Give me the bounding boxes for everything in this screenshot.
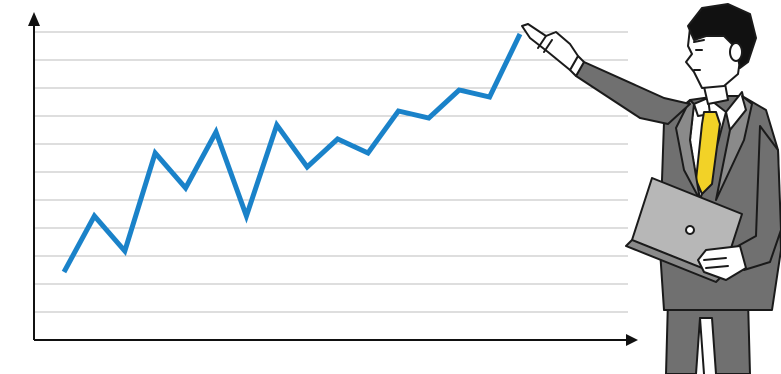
- laptop-logo-icon: [685, 225, 695, 235]
- left-hand: [697, 245, 747, 281]
- x-axis-arrow-icon: [626, 334, 638, 346]
- ear: [729, 42, 743, 62]
- right-sleeve: [575, 61, 691, 125]
- necktie: [695, 111, 721, 195]
- pointing-hand: [521, 23, 579, 71]
- finger-lines: [703, 257, 729, 269]
- laptop-edge: [625, 239, 723, 283]
- chart-axes: [28, 12, 638, 346]
- y-axis-arrow-icon: [28, 12, 40, 26]
- trousers: [665, 299, 751, 374]
- trouser-crease: [699, 317, 705, 374]
- pointing-finger-line: [537, 35, 553, 53]
- lapel-right: [715, 95, 753, 201]
- eyebrow: [693, 39, 705, 43]
- series-line: [61, 32, 523, 274]
- series-points: [63, 33, 521, 273]
